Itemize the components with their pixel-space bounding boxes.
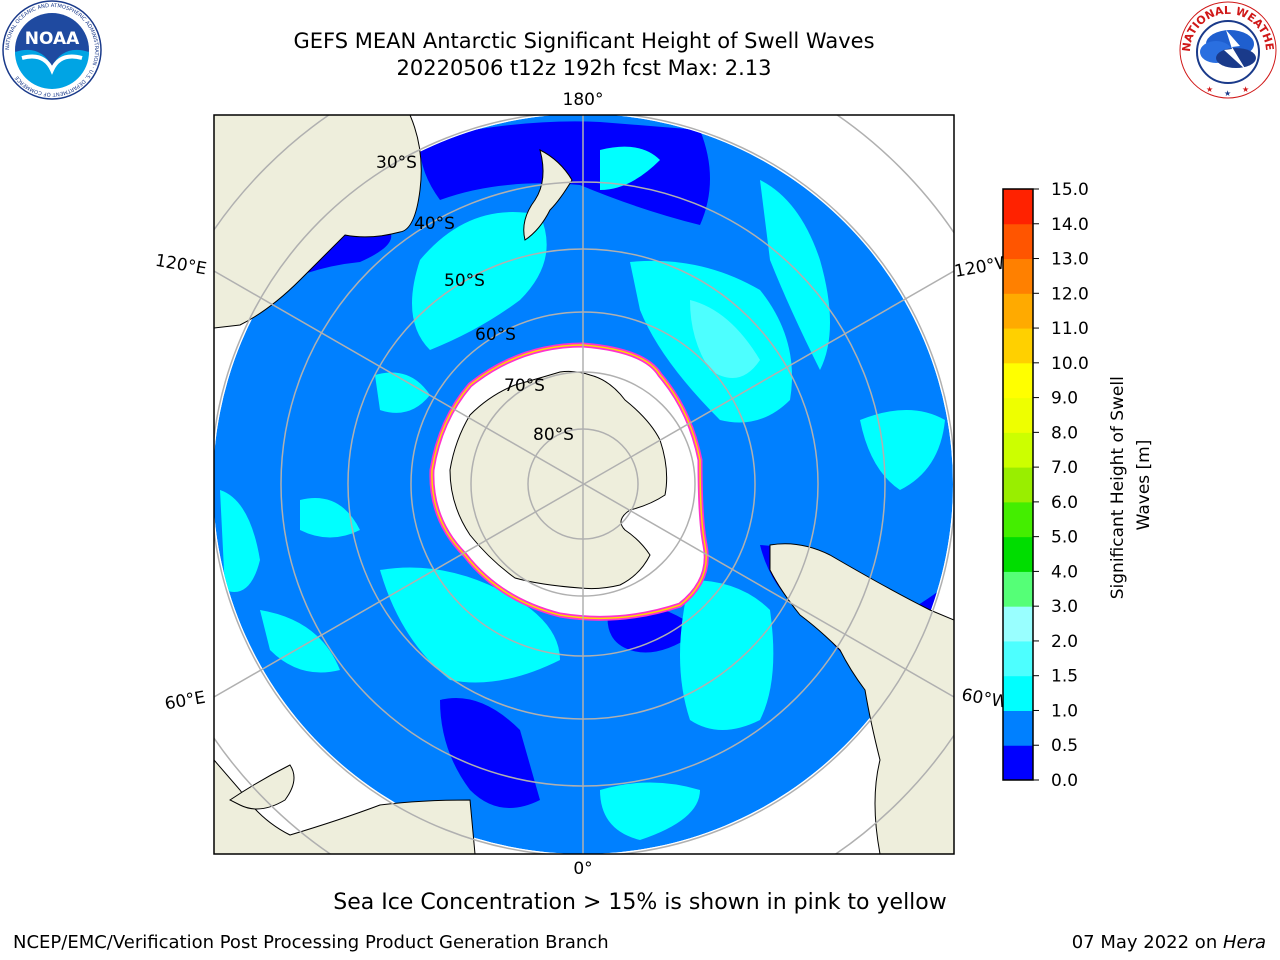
colorbar-swatch xyxy=(1003,258,1033,294)
generation-date: 07 May 2022 on Hera xyxy=(1072,932,1266,953)
colorbar-swatch xyxy=(1003,293,1033,329)
colorbar-swatch xyxy=(1003,710,1033,746)
latitude-labels: 30°S 40°S 50°S 60°S 70°S 80°S xyxy=(376,153,574,445)
lon-label-0: 0° xyxy=(573,859,592,879)
colorbar-swatch xyxy=(1003,189,1033,225)
lat-label-50s: 50°S xyxy=(444,271,485,291)
colorbar-tick-label: 0.5 xyxy=(1051,736,1078,756)
generation-date-text: 07 May 2022 on xyxy=(1071,932,1223,953)
colorbar-swatch xyxy=(1003,606,1033,642)
colorbar-frame xyxy=(1002,188,1034,781)
colorbar-tick-label: 1.5 xyxy=(1051,667,1078,687)
antarctica xyxy=(449,370,668,590)
colorbar-swatch xyxy=(1003,397,1033,433)
colorbar-swatch xyxy=(1003,536,1033,572)
map-frame xyxy=(213,114,955,855)
lon-label-60e: 60°E xyxy=(163,688,207,715)
colorbar-swatch xyxy=(1003,223,1033,260)
noaa-logo-text: NOAA xyxy=(25,29,80,49)
svg-text:★: ★ xyxy=(1206,85,1213,94)
map-subtitle: 20220506 t12z 192h fcst Max: 2.13 xyxy=(396,56,772,80)
colorbar-tick-label: 9.0 xyxy=(1051,389,1078,409)
colorbar-swatch xyxy=(1003,362,1033,399)
colorbar: 0.0 0.5 1.0 1.5 2.0 3.0 4.0 5.0 6.0 7.0 8.0 9.0 10.0… xyxy=(1002,180,1089,791)
machine-name: Hera xyxy=(1222,932,1266,953)
sea-ice-note: Sea Ice Concentration > 15% is shown in … xyxy=(333,890,947,915)
lat-label-30s: 30°S xyxy=(376,153,417,173)
colorbar-swatch xyxy=(1003,571,1033,607)
lon-label-180: 180° xyxy=(563,90,604,110)
colorbar-tick-label: 13.0 xyxy=(1051,250,1089,270)
colorbar-tick-label: 14.0 xyxy=(1051,215,1089,235)
colorbar-tick-label: 10.0 xyxy=(1051,354,1089,374)
colorbar-swatch xyxy=(1003,467,1033,503)
colorbar-tick-label: 6.0 xyxy=(1051,493,1078,513)
colorbar-tick-label: 8.0 xyxy=(1051,423,1078,443)
colorbar-tick-label: 7.0 xyxy=(1051,458,1078,478)
colorbar-tick-label: 2.0 xyxy=(1051,632,1078,652)
nws-logo: NATIONAL WEATHER SERVICE ★ ★ ★ xyxy=(1176,0,1277,99)
colorbar-tick-label: 3.0 xyxy=(1051,597,1078,617)
lat-label-80s: 80°S xyxy=(533,425,574,445)
colorbar-tick-label: 12.0 xyxy=(1051,284,1089,304)
colorbar-tick-label: 0.0 xyxy=(1051,771,1078,791)
colorbar-tick-label: 1.0 xyxy=(1051,701,1078,721)
lat-label-70s: 70°S xyxy=(504,376,545,396)
graticule xyxy=(214,115,954,854)
colorbar-tick-label: 11.0 xyxy=(1051,319,1089,339)
svg-text:★: ★ xyxy=(1224,89,1231,98)
colorbar-swatch xyxy=(1003,501,1033,538)
colorbar-label: Significant Height of Swell Waves [m] xyxy=(1108,371,1154,600)
colorbar-tick-label: 4.0 xyxy=(1051,562,1078,582)
colorbar-swatch xyxy=(1003,745,1033,781)
lat-label-40s: 40°S xyxy=(414,214,455,234)
map-title: GEFS MEAN Antarctic Significant Height o… xyxy=(293,29,875,53)
colorbar-swatch xyxy=(1003,432,1033,468)
lat-label-60s: 60°S xyxy=(475,325,516,345)
producer-credit: NCEP/EMC/Verification Post Processing Pr… xyxy=(13,932,609,953)
colorbar-swatch xyxy=(1003,675,1033,711)
colorbar-tick-label: 5.0 xyxy=(1051,528,1078,548)
noaa-logo: NOAA NATIONAL OCEANIC AND ATMOSPHERIC AD… xyxy=(2,0,102,100)
colorbar-tick-label: 15.0 xyxy=(1051,180,1089,200)
colorbar-swatch xyxy=(1003,640,1033,677)
svg-text:★: ★ xyxy=(1242,85,1249,94)
lon-label-120e: 120°E xyxy=(154,251,208,280)
colorbar-swatch xyxy=(1003,328,1033,364)
